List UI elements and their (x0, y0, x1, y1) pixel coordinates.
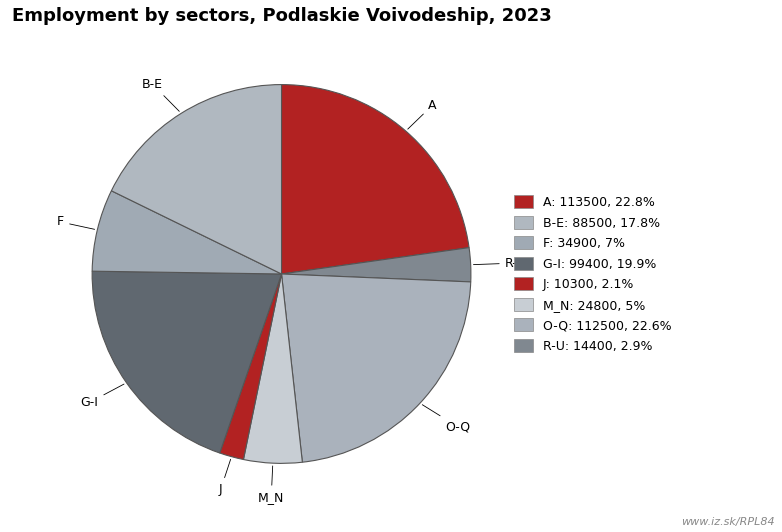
Wedge shape (282, 247, 471, 282)
Wedge shape (243, 274, 303, 463)
Wedge shape (282, 274, 471, 462)
Text: F: F (57, 215, 95, 229)
Text: G-I: G-I (81, 384, 124, 409)
Text: O-Q: O-Q (422, 405, 470, 433)
Wedge shape (111, 85, 282, 274)
Text: A: A (407, 99, 436, 129)
Wedge shape (92, 191, 282, 274)
Text: M_N: M_N (258, 466, 285, 504)
Text: R-U: R-U (473, 256, 526, 270)
Wedge shape (220, 274, 282, 460)
Wedge shape (92, 271, 282, 453)
Text: www.iz.sk/RPL84: www.iz.sk/RPL84 (680, 517, 774, 527)
Text: B-E: B-E (142, 78, 179, 111)
Legend: A: 113500, 22.8%, B-E: 88500, 17.8%, F: 34900, 7%, G-I: 99400, 19.9%, J: 10300, : A: 113500, 22.8%, B-E: 88500, 17.8%, F: … (511, 192, 675, 356)
Wedge shape (282, 85, 469, 274)
Title: Employment by sectors, Podlaskie Voivodeship, 2023: Employment by sectors, Podlaskie Voivode… (12, 6, 551, 24)
Text: J: J (219, 459, 231, 496)
